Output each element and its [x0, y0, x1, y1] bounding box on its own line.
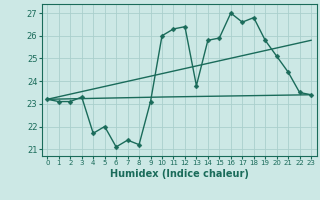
X-axis label: Humidex (Indice chaleur): Humidex (Indice chaleur)	[110, 169, 249, 179]
